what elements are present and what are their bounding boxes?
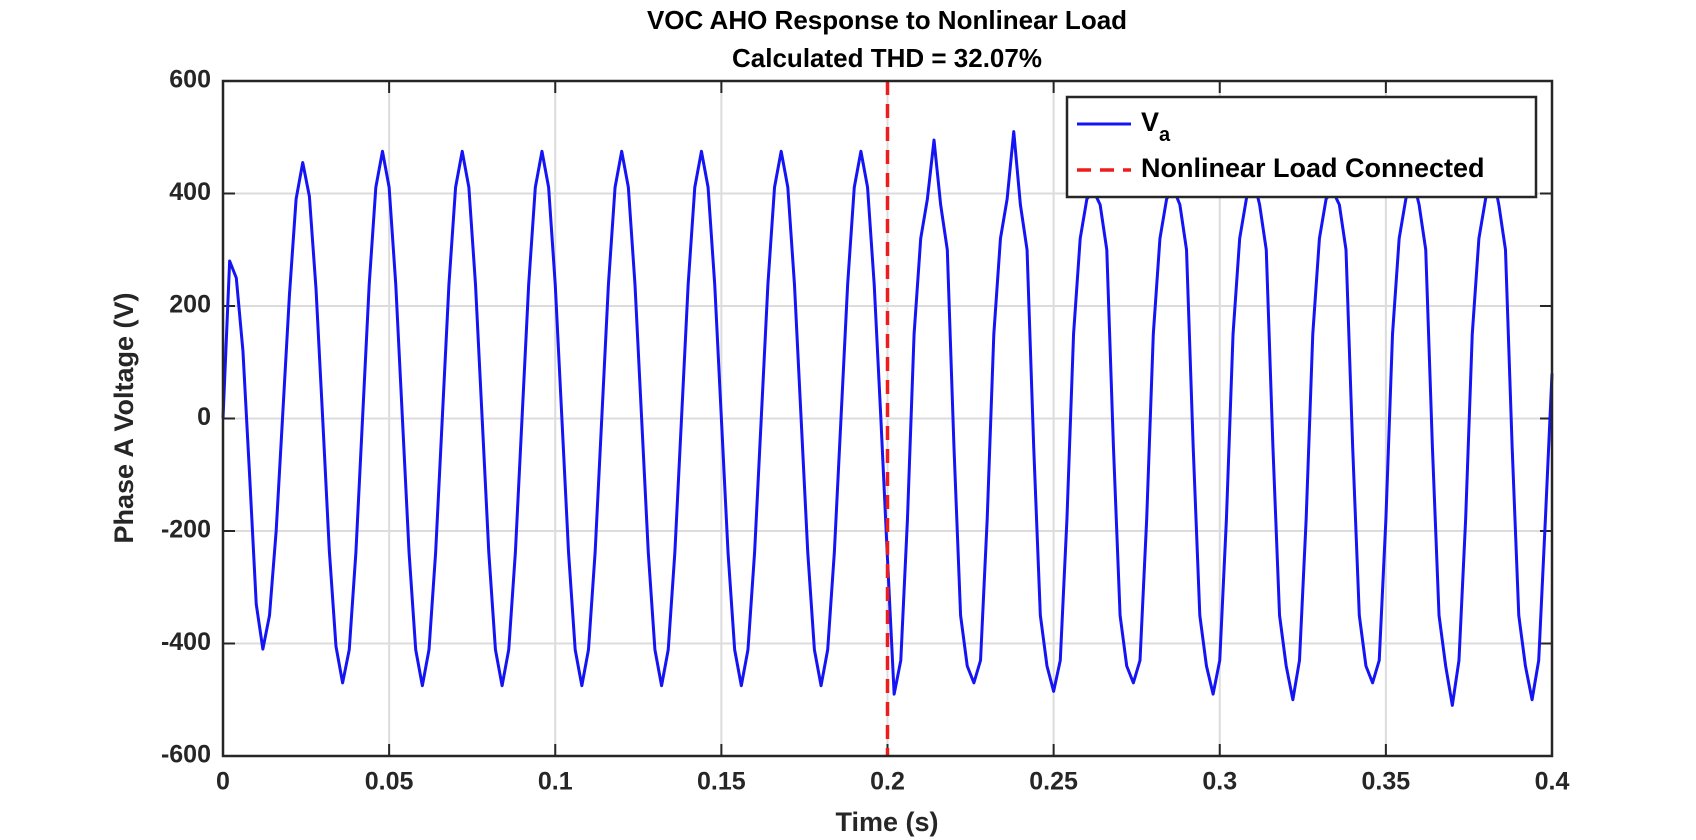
y-tick-label: 0: [197, 403, 211, 431]
x-tick-label: 0.3: [1202, 768, 1237, 796]
y-tick-label: 200: [169, 291, 211, 319]
x-tick-label: 0.05: [365, 768, 414, 796]
axes-box: [221, 79, 1554, 758]
y-tick-label: -200: [161, 516, 211, 544]
x-tick-label: 0: [216, 768, 230, 796]
legend-label: Va: [1141, 107, 1171, 146]
x-tick-label: 0.2: [870, 768, 905, 796]
x-axis-label: Time (s): [835, 807, 938, 837]
y-tick-label: 600: [169, 66, 211, 94]
y-tick-label: 400: [169, 178, 211, 206]
x-tick-label: 0.25: [1029, 768, 1078, 796]
y-axis-label: Phase A Voltage (V): [109, 292, 139, 543]
legend-label: Nonlinear Load Connected: [1141, 153, 1485, 183]
chart-title: VOC AHO Response to Nonlinear Load: [647, 5, 1127, 35]
y-tick-label: -400: [161, 628, 211, 656]
x-tick-label: 0.4: [1535, 768, 1570, 796]
legend-label-main: V: [1141, 107, 1159, 137]
legend-label-sub: a: [1159, 124, 1171, 146]
chart-subtitle: Calculated THD = 32.07%: [732, 43, 1042, 73]
y-tick-label: -600: [161, 741, 211, 769]
legend-box: [1065, 95, 1538, 199]
x-tick-label: 0.1: [538, 768, 573, 796]
x-tick-label: 0.35: [1362, 768, 1411, 796]
x-tick-label: 0.15: [697, 768, 746, 796]
